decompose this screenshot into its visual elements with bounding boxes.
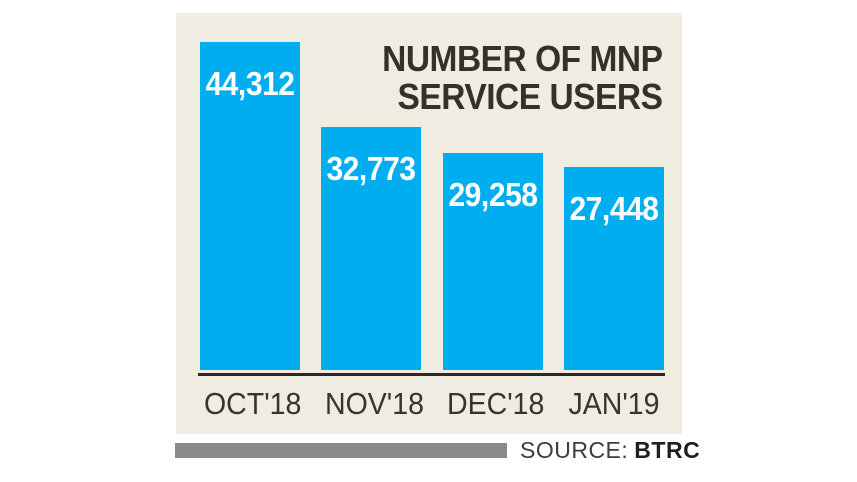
chart-title: NUMBER OF MNP SERVICE USERS: [381, 38, 663, 117]
bar-value-label: 44,312: [205, 65, 295, 102]
bar-value-label: 32,773: [326, 150, 417, 187]
bar-dec18: 29,258: [442, 153, 543, 370]
chart-panel: NUMBER OF MNP SERVICE USERS 44,312 32,773…: [176, 13, 682, 434]
bar-value-label: 29,258: [448, 176, 538, 213]
bar-value-label: 27,448: [569, 190, 659, 227]
source-label: SOURCE:: [520, 437, 629, 463]
x-axis-label: DEC'18: [446, 386, 545, 421]
x-axis-label: JAN'19: [568, 386, 660, 421]
source-divider-bar: [175, 443, 507, 458]
bar-jan19: 27,448: [563, 167, 664, 370]
x-axis-labels: OCT'18 NOV'18 DEC'18 JAN'19: [200, 387, 664, 421]
x-axis-label: NOV'18: [325, 386, 425, 421]
source-credit: SOURCE: BTRC: [520, 437, 700, 463]
bar-oct18: 44,312: [200, 42, 300, 370]
source-value: BTRC: [634, 437, 701, 463]
bar-nov18: 32,773: [321, 127, 422, 370]
bars-area: 44,312 32,773 29,258 27,448: [200, 13, 664, 370]
x-axis-line: [198, 373, 665, 376]
chart-title-line-2: SERVICE USERS: [397, 76, 662, 117]
x-axis-label: OCT'18: [204, 386, 302, 421]
chart-title-line-1: NUMBER OF MNP: [381, 38, 663, 79]
